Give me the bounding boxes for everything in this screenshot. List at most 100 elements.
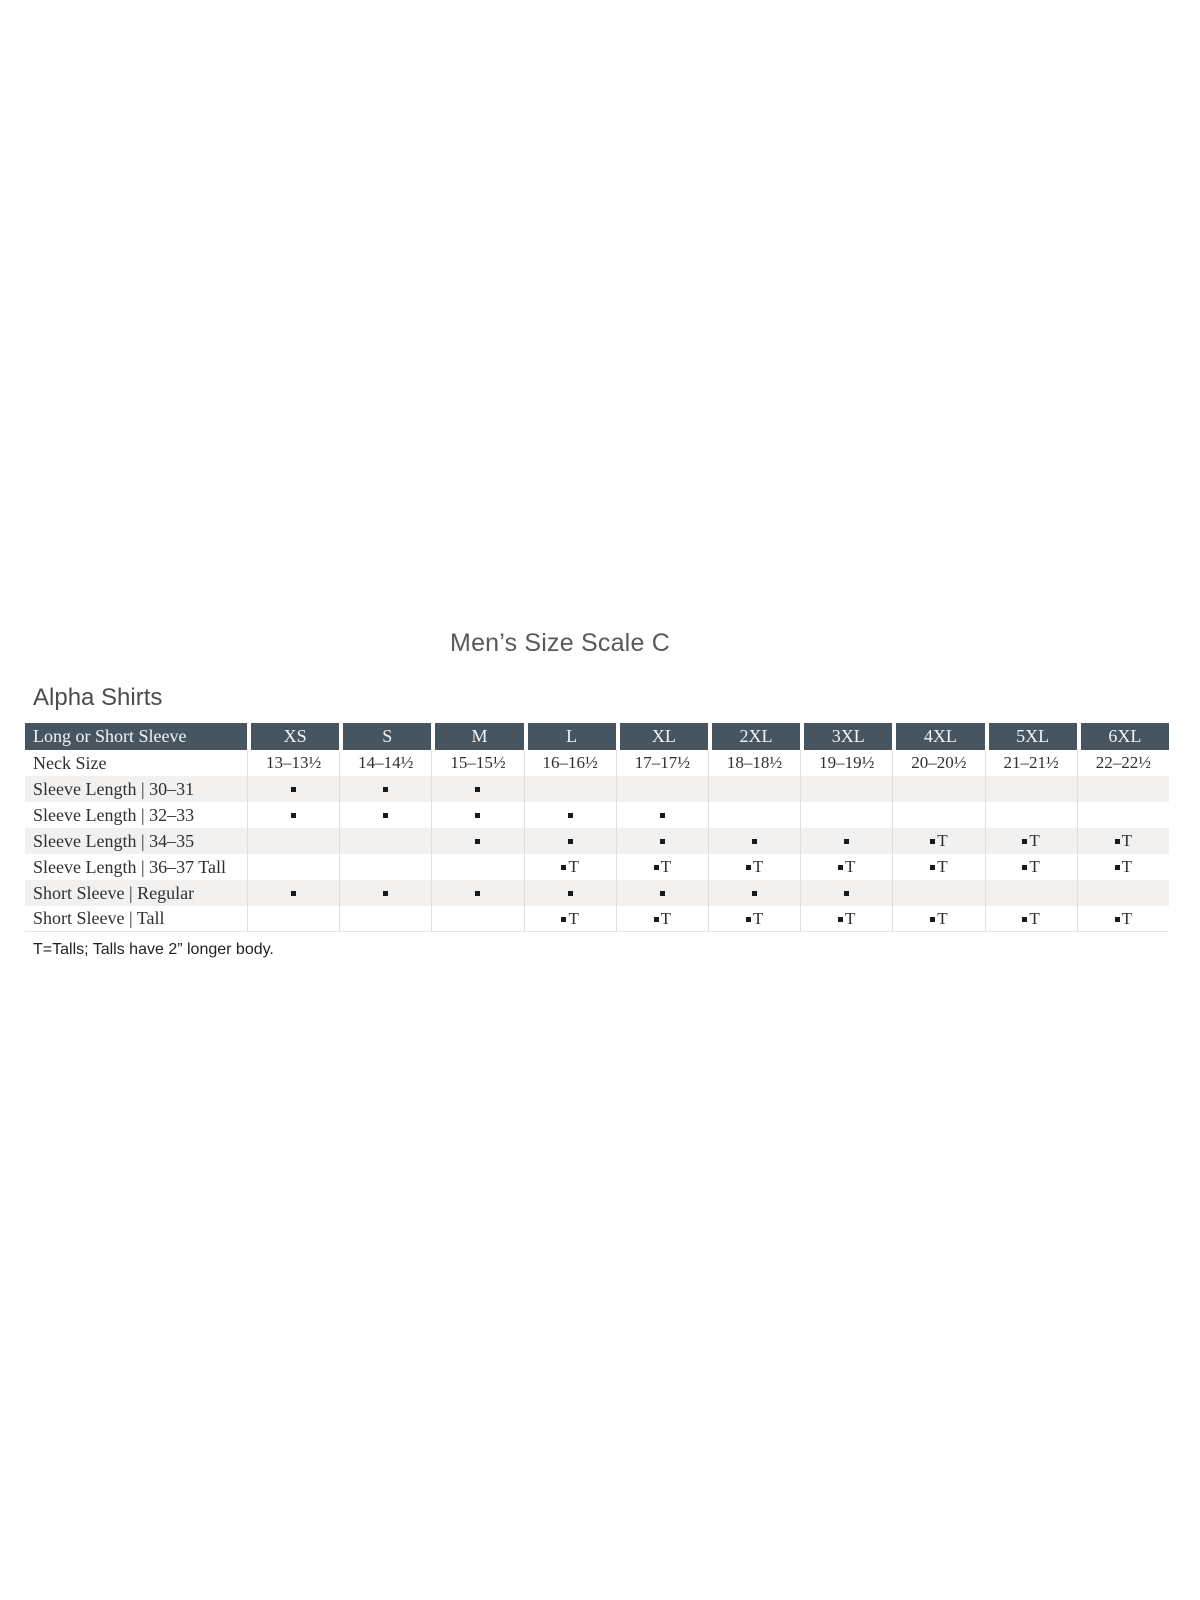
table-body: Neck Size 13–13½ 14–14½ 15–15½ 16–16½ 17–17½ 1… (25, 750, 1169, 932)
size-cell (800, 880, 893, 906)
footnote: T=Talls; Talls have 2” longer body. (33, 941, 274, 958)
availability-dot (838, 916, 844, 922)
size-cell (615, 828, 708, 854)
size-cell (1076, 880, 1169, 906)
size-cell: T (615, 906, 708, 932)
table-row: Short Sleeve | Tall T T T T T T T (25, 906, 1169, 932)
size-cell: T (1076, 828, 1169, 854)
size-cell (431, 802, 524, 828)
size-cell (247, 776, 340, 802)
size-cell: T (984, 906, 1077, 932)
availability-dot (567, 813, 573, 818)
table-row: Short Sleeve | Regular (25, 880, 1169, 906)
row-label: Sleeve Length | 30–31 (25, 776, 247, 802)
availability-dot (1114, 865, 1120, 870)
tall-mark: T (1121, 908, 1133, 928)
availability-dot (475, 839, 481, 844)
size-cell: T (707, 854, 801, 880)
tall-mark: T (845, 857, 856, 876)
tall-mark: T (752, 908, 764, 928)
size-cell (1076, 776, 1169, 802)
size-cell (523, 776, 616, 802)
tall-mark: T (752, 857, 764, 876)
availability-dot (659, 839, 665, 844)
availability-dot (561, 916, 567, 922)
tall-mark: T (660, 857, 672, 876)
col-header-size-M: M (431, 723, 524, 750)
tall-mark: T (845, 908, 856, 928)
size-cell (1076, 802, 1169, 828)
size-cell: T (984, 854, 1077, 880)
size-cell (800, 776, 893, 802)
availability-dot (752, 891, 758, 896)
size-cell (339, 776, 432, 802)
col-header-size-4XL: 4XL (892, 723, 985, 750)
row-label: Neck Size (25, 750, 247, 776)
availability-dot (383, 891, 389, 896)
table-row: Neck Size 13–13½ 14–14½ 15–15½ 16–16½ 17–17½ 1… (25, 750, 1169, 776)
size-cell: T (892, 854, 985, 880)
table-row: Sleeve Length | 30–31 (25, 776, 1169, 802)
size-cell (707, 880, 801, 906)
size-cell: 21–21½ (984, 750, 1077, 776)
tall-mark: T (937, 857, 948, 876)
size-cell (800, 802, 893, 828)
availability-dot (291, 813, 297, 818)
row-label: Sleeve Length | 32–33 (25, 802, 247, 828)
availability-dot (653, 865, 659, 870)
availability-dot (930, 916, 936, 922)
size-cell (523, 802, 616, 828)
size-cell (707, 776, 801, 802)
availability-dot (752, 839, 758, 844)
size-cell: 13–13½ (247, 750, 340, 776)
size-cell: 14–14½ (339, 750, 432, 776)
row-label: Sleeve Length | 36–37 Tall (25, 854, 247, 880)
availability-dot (1022, 839, 1028, 844)
size-cell (247, 828, 340, 854)
availability-dot (844, 839, 850, 844)
size-cell: T (523, 854, 616, 880)
availability-dot (1114, 916, 1120, 922)
availability-dot (1022, 865, 1028, 870)
row-label: Sleeve Length | 34–35 (25, 828, 247, 854)
size-cell: T (615, 854, 708, 880)
size-cell: T (523, 906, 616, 932)
row-label: Short Sleeve | Tall (25, 906, 247, 932)
size-cell (892, 880, 985, 906)
size-cell (800, 828, 893, 854)
size-cell (892, 802, 985, 828)
size-cell (892, 776, 985, 802)
size-cell (523, 828, 616, 854)
size-cell: T (800, 854, 893, 880)
availability-dot (475, 787, 481, 792)
col-header-size-5XL: 5XL (984, 723, 1077, 750)
size-cell (431, 828, 524, 854)
size-cell (523, 880, 616, 906)
tall-mark: T (937, 831, 948, 850)
col-header-size-2XL: 2XL (707, 723, 801, 750)
size-cell (339, 906, 432, 932)
availability-dot (745, 865, 751, 870)
size-cell (339, 828, 432, 854)
table-header-row: Long or Short Sleeve XS S M L XL 2XL 3XL 4XL 5XL 6… (25, 723, 1169, 750)
size-cell: T (892, 828, 985, 854)
section-title: Alpha Shirts (33, 684, 163, 711)
availability-dot (291, 891, 297, 896)
availability-dot (1114, 839, 1120, 844)
size-cell: 19–19½ (800, 750, 893, 776)
availability-dot (930, 839, 936, 844)
size-cell (247, 906, 340, 932)
size-cell (431, 880, 524, 906)
tall-mark: T (1121, 831, 1133, 850)
size-cell: 18–18½ (707, 750, 801, 776)
col-header-size-L: L (523, 723, 616, 750)
availability-dot (745, 916, 751, 922)
size-cell (247, 880, 340, 906)
col-header-size-XL: XL (615, 723, 708, 750)
availability-dot (659, 813, 665, 818)
size-cell (431, 776, 524, 802)
availability-dot (653, 916, 659, 922)
size-cell (339, 802, 432, 828)
size-cell: T (1076, 854, 1169, 880)
size-cell (984, 802, 1077, 828)
